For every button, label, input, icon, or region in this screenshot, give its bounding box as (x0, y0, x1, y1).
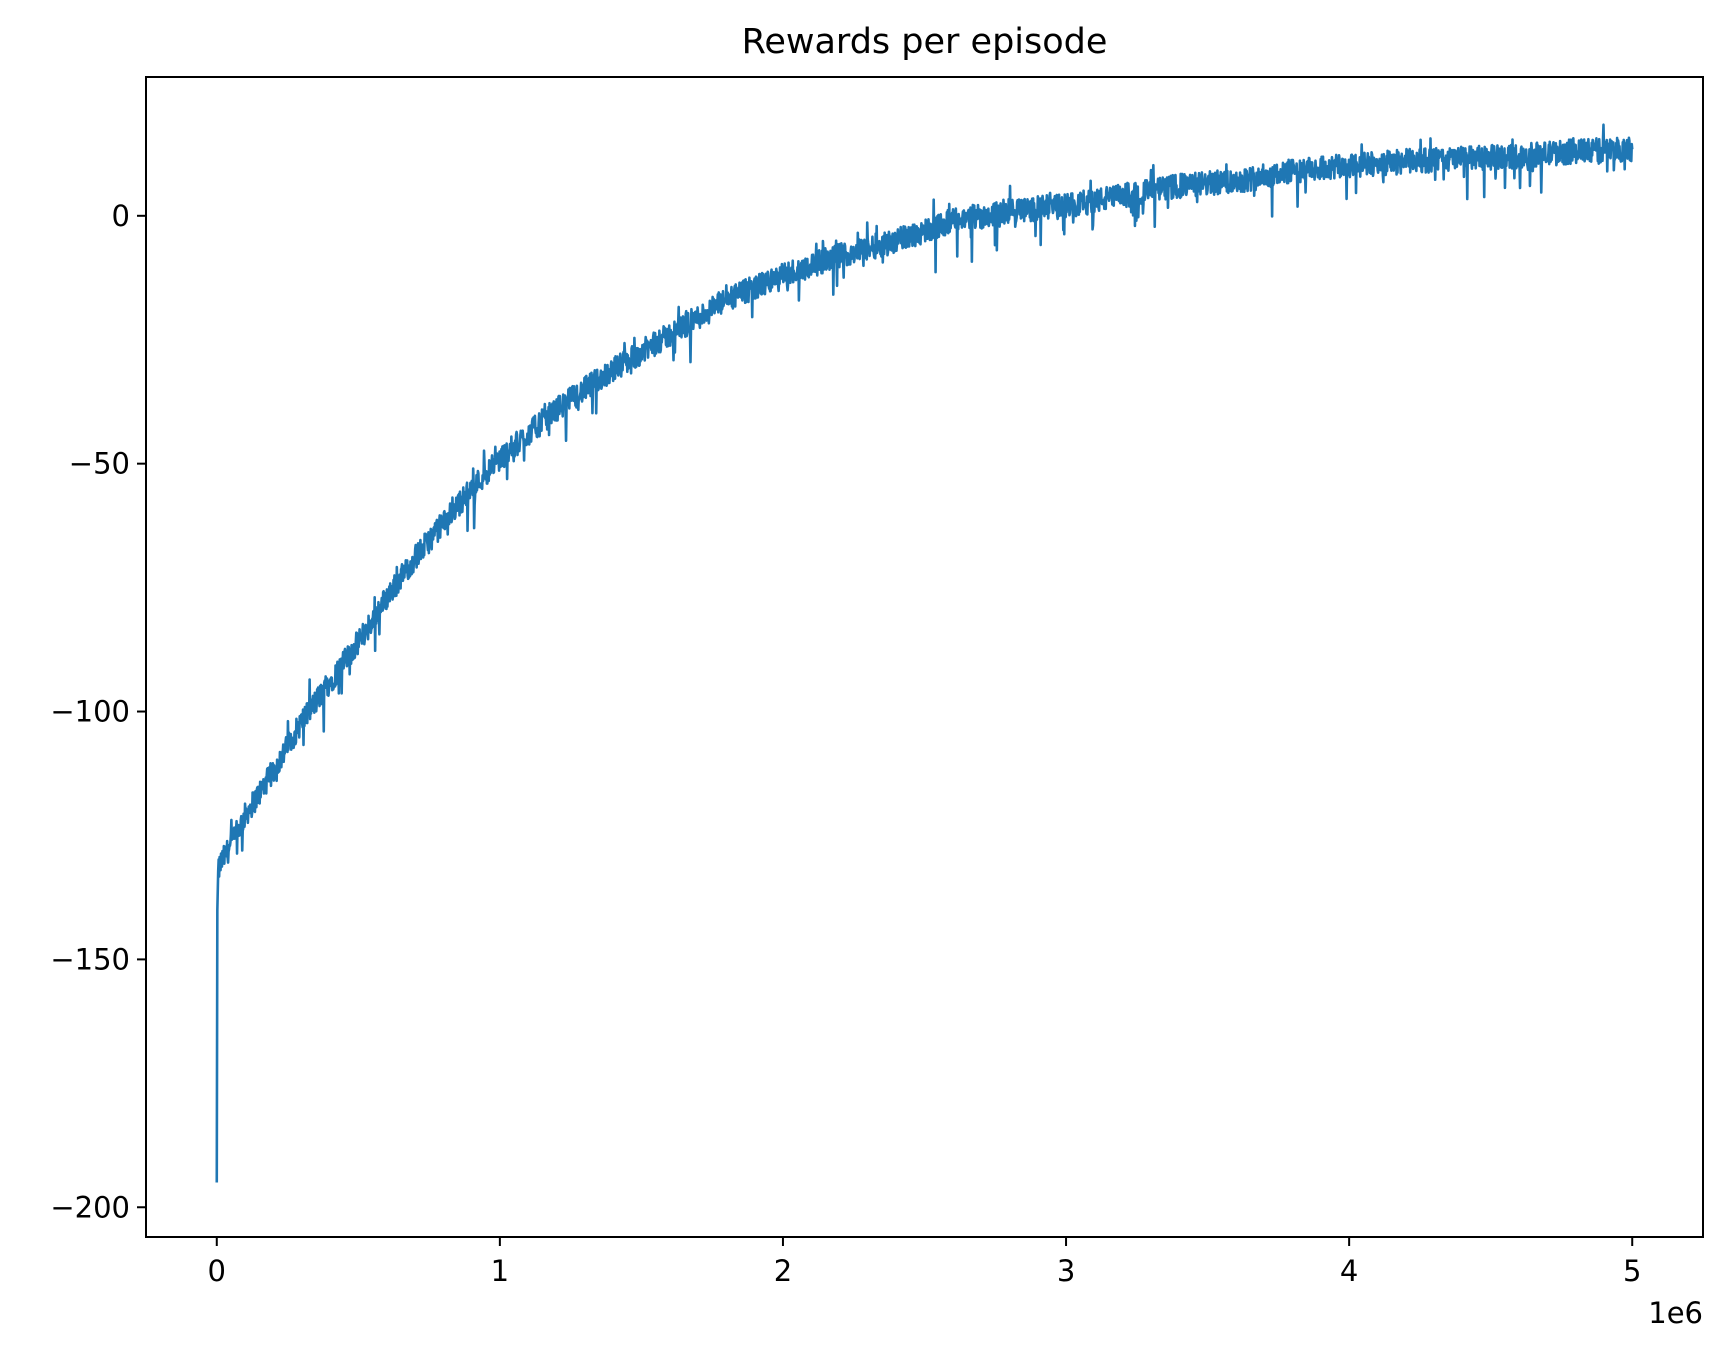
chart-title: Rewards per episode (742, 22, 1108, 62)
reward-series-line (215, 123, 1634, 1183)
x-tick-label: 1 (491, 1254, 509, 1288)
y-tick-label: −150 (50, 942, 130, 976)
y-tick-label: 0 (112, 199, 130, 233)
y-axis: 0 −50 −100 −150 −200 (50, 199, 146, 1224)
x-tick-label: 0 (208, 1254, 226, 1288)
x-tick-label: 5 (1623, 1254, 1641, 1288)
series-layer (215, 123, 1634, 1183)
x-axis: 0 1 2 3 4 5 (208, 1237, 1641, 1288)
x-tick-label: 2 (774, 1254, 792, 1288)
x-tick-label: 3 (1057, 1254, 1075, 1288)
y-tick-label: −100 (50, 695, 130, 729)
y-tick-label: −200 (50, 1190, 130, 1224)
x-tick-label: 4 (1340, 1254, 1358, 1288)
x-axis-offset-text: 1e6 (1648, 1296, 1703, 1330)
plot-frame (145, 76, 1704, 1238)
y-tick-label: −50 (69, 447, 130, 481)
